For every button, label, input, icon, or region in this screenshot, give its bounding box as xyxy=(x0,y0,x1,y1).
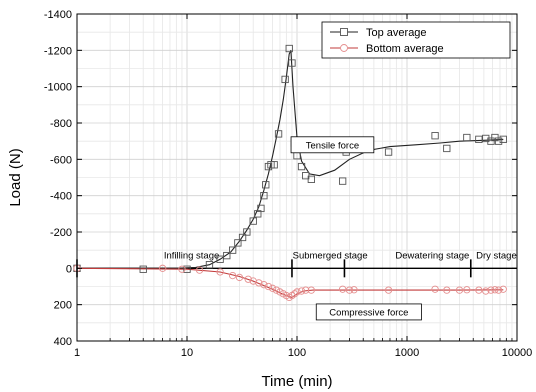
data-point-bottom xyxy=(235,273,244,282)
data-points xyxy=(73,44,507,302)
data-point-top xyxy=(463,133,471,142)
data-point-bottom xyxy=(463,286,471,294)
y-tick-label: -800 xyxy=(50,118,72,130)
data-point-top xyxy=(260,192,268,200)
data-point-top xyxy=(264,162,273,171)
data-point-bottom xyxy=(268,284,277,292)
legend-marker-bottom xyxy=(340,44,348,52)
data-point-bottom xyxy=(178,265,186,273)
data-point-top xyxy=(223,251,231,260)
data-point-top xyxy=(281,75,289,84)
data-point-bottom xyxy=(297,287,306,295)
data-point-top xyxy=(205,261,214,269)
data-point-top xyxy=(262,181,270,189)
data-point-bottom xyxy=(491,286,499,294)
stage-label: Dewatering stage xyxy=(395,250,469,261)
annotation-box xyxy=(290,136,375,154)
data-point-bottom xyxy=(455,286,464,294)
data-point-bottom xyxy=(302,286,310,294)
annotations: Infilling stage Submerged stage Dewatering… xyxy=(164,136,517,321)
data-point-top xyxy=(297,162,306,171)
data-point-top xyxy=(139,265,147,273)
y-axis-label: Load (N) xyxy=(7,148,24,206)
y-tick-label: -1400 xyxy=(44,9,72,21)
y-tick-label: -1200 xyxy=(44,45,72,57)
data-point-top xyxy=(243,228,251,236)
data-point-bottom xyxy=(260,281,268,289)
data-point-top xyxy=(228,246,237,254)
stage-label: Submerged stage xyxy=(293,250,368,261)
data-point-top xyxy=(443,144,451,153)
data-point-top xyxy=(431,132,439,140)
data-point-top xyxy=(249,217,257,225)
data-point-bottom xyxy=(244,275,252,283)
data-point-bottom xyxy=(499,285,507,293)
data-point-bottom xyxy=(482,287,490,295)
data-point-top xyxy=(257,204,265,213)
data-point-bottom xyxy=(384,286,393,294)
x-axis-label: Time (min) xyxy=(261,373,332,390)
data-point-bottom xyxy=(158,264,167,272)
data-point-bottom xyxy=(494,286,503,294)
legend: Top average Bottom average xyxy=(321,21,511,59)
data-point-top xyxy=(338,177,347,185)
data-point-bottom xyxy=(431,285,439,293)
x-tick-label: 1 xyxy=(74,347,80,359)
data-point-bottom xyxy=(216,268,224,276)
legend-marker-top xyxy=(340,28,348,36)
data-point-top xyxy=(234,239,242,247)
data-point-bottom xyxy=(307,286,315,294)
y-tick-label: -200 xyxy=(50,227,72,239)
y-tick-label: 400 xyxy=(54,336,72,348)
data-point-top xyxy=(499,135,507,143)
data-point-bottom xyxy=(293,288,301,296)
annotation-label: Tensile force xyxy=(306,140,359,151)
data-point-bottom xyxy=(350,286,358,294)
annotation-label: Compressive force xyxy=(329,307,408,318)
x-tick-label: 100 xyxy=(288,347,306,359)
y-tick-label: -600 xyxy=(50,154,72,166)
data-point-bottom xyxy=(264,282,273,291)
fit-line-top xyxy=(77,50,504,269)
data-point-bottom xyxy=(290,290,299,298)
data-point-top xyxy=(494,137,503,145)
data-point-top xyxy=(238,233,247,242)
data-point-top xyxy=(270,161,278,169)
data-point-top xyxy=(285,44,293,53)
stage-label: Dry stage xyxy=(476,250,517,261)
data-point-top xyxy=(384,148,393,156)
annotation-box xyxy=(315,303,422,321)
x-tick-label: 1000 xyxy=(395,347,419,359)
y-tick-label: 200 xyxy=(54,300,72,312)
y-tick-label: -400 xyxy=(50,191,72,203)
axes: 1 10 100 1000 10000 -1400 -1200 -1000 -800 -600 -4… xyxy=(44,9,532,359)
data-point-top xyxy=(482,134,490,143)
data-point-top xyxy=(307,175,315,183)
y-tick-label: 0 xyxy=(66,263,72,275)
data-point-bottom xyxy=(255,279,263,287)
data-point-bottom xyxy=(338,285,347,293)
data-point-top xyxy=(274,130,283,138)
legend-label-bottom: Bottom average xyxy=(366,43,444,55)
data-point-bottom xyxy=(345,286,354,294)
data-point-top xyxy=(288,59,296,67)
legend-box xyxy=(321,21,511,59)
data-point-bottom xyxy=(228,271,237,280)
data-point-top xyxy=(475,135,483,143)
data-point-bottom xyxy=(272,286,281,294)
y-tick-label: -1000 xyxy=(44,82,72,94)
x-tick-label: 10 xyxy=(181,347,193,359)
data-point-top xyxy=(183,265,191,273)
data-point-bottom xyxy=(475,286,483,294)
legend-label-top: Top average xyxy=(366,27,427,39)
data-point-bottom xyxy=(487,286,495,294)
data-point-bottom xyxy=(195,266,204,274)
data-point-bottom xyxy=(443,286,451,294)
stage-label: Infilling stage xyxy=(164,250,219,261)
x-tick-label: 10000 xyxy=(502,347,533,359)
